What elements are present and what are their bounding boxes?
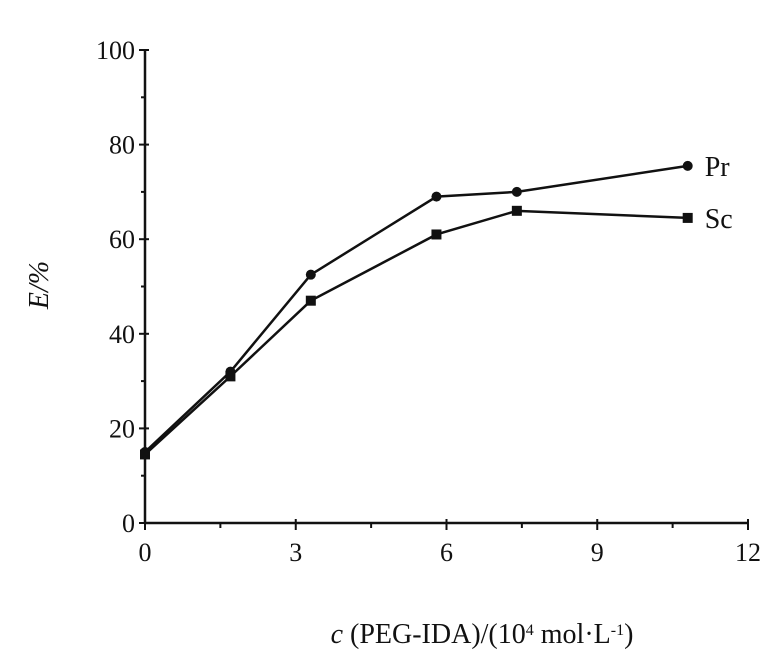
x-tick-label: 0 [139, 538, 152, 567]
data-point-sc [511, 205, 522, 216]
x-axis-label: c (PEG-IDA)/(104 mol·L-1) [331, 619, 634, 650]
y-tick-label: 100 [96, 36, 135, 65]
y-tick-label: 40 [109, 320, 135, 349]
x-tick-label: 12 [735, 538, 761, 567]
x-tick-label: 9 [591, 538, 604, 567]
y-axis-label: E/% [24, 261, 55, 310]
series-line-sc [144, 209, 688, 456]
x-tick-label: 3 [289, 538, 302, 567]
series-line-pr [144, 164, 688, 453]
plot-area [143, 50, 748, 525]
y-tick-label: 80 [109, 131, 135, 160]
data-point-sc [431, 229, 442, 240]
data-point-sc [682, 212, 693, 223]
y-tick-label: 0 [122, 509, 135, 538]
series-label-pr: Pr [705, 152, 731, 183]
series-sc: Sc [140, 204, 733, 460]
data-point-sc [140, 449, 150, 460]
data-point-pr [305, 269, 316, 280]
data-point-sc [305, 295, 316, 306]
y-tick-label: 20 [109, 414, 135, 443]
y-tick-label: 60 [109, 225, 135, 254]
data-point-sc [225, 371, 236, 382]
y-axis: 0 20 40 60 80 100 [96, 36, 149, 538]
series-pr: Pr [140, 152, 731, 458]
x-tick-label: 6 [440, 538, 453, 567]
series-label-sc: Sc [705, 204, 733, 235]
data-point-pr [431, 191, 442, 202]
x-axis: 0 3 6 9 12 [139, 519, 761, 567]
series-group: Pr Sc [140, 152, 733, 460]
data-point-pr [511, 186, 522, 197]
data-point-pr [682, 160, 693, 171]
